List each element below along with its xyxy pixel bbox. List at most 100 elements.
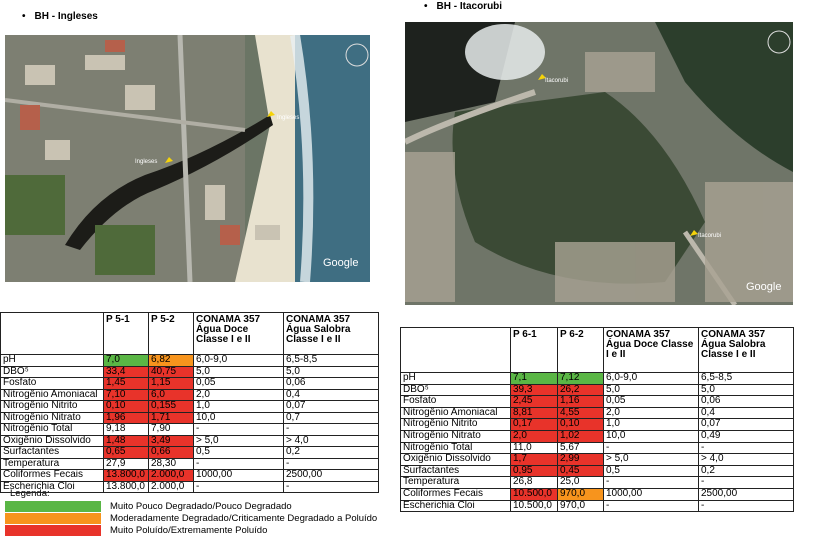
map-brand: Google	[746, 281, 781, 293]
table-cell: 0,10	[103, 400, 149, 413]
table-cell: -	[698, 441, 794, 455]
table-cell: 0,06	[283, 377, 379, 390]
table-cell: 7,0	[103, 354, 149, 367]
table-cell: 8,81	[510, 406, 558, 420]
table-cell: Coliformes Fecais	[400, 487, 511, 501]
header-cell: P 5-2	[148, 312, 194, 355]
table-cell: Nitrogênio Nitrito	[400, 418, 511, 431]
legend-label: Muito Pouco Degradado/Pouco Degradado	[110, 501, 292, 512]
table-cell: 6,5-8,5	[698, 372, 794, 385]
table-cell: Surfactantes	[0, 446, 104, 459]
table-cell: 0,45	[557, 464, 604, 478]
table-cell: Oxigênio Dissolvido	[400, 453, 511, 466]
table-cell: 7,12	[557, 372, 604, 385]
table-cell: 6,0-9,0	[193, 354, 284, 367]
table-row: Temperatura 27,9 28,30- -	[0, 457, 379, 470]
table-cell: 2,0	[193, 388, 284, 401]
table-cell: 7,1	[510, 372, 558, 385]
table-row: Surfactantes 0,65 0,66 0,5 0,2	[0, 446, 379, 459]
table-cell: 27,9	[103, 457, 149, 470]
table-row: DBO⁵ 33,4 40,75 5,0 5,0	[0, 365, 379, 378]
header-cell: P 6-1	[510, 327, 558, 373]
legend-title: Legenda:	[10, 488, 50, 499]
table-cell: Coliformes Fecais	[0, 469, 104, 482]
header-cell: CONAMA 357 Água Doce Classe I e II	[603, 327, 699, 373]
table-cell: 0,5	[603, 464, 699, 478]
table-cell: 10,0	[193, 411, 284, 424]
table-cell: 0,17	[510, 418, 558, 431]
table-cell: 40,75	[148, 365, 194, 378]
header-cell: P 6-2	[557, 327, 604, 373]
table-cell: 28,30	[148, 457, 194, 470]
table-row: pH 7,0 6,82 6,0-9,0 6,5-8,5	[0, 354, 379, 367]
header-cell: CONAMA 357 Água Salobra Classe I e II	[698, 327, 794, 373]
table-cell: Surfactantes	[400, 464, 511, 478]
table-cell: 1000,00	[603, 487, 699, 501]
table-cell: DBO⁵	[0, 365, 104, 378]
table-cell: 6,82	[148, 354, 194, 367]
table-cell: 5,0	[603, 383, 699, 397]
table-cell: 0,07	[283, 400, 379, 413]
table-row: Nitrogênio Nitrito 0,10 0,155 1,0 0,07	[0, 400, 379, 413]
table-cell: 0,2	[283, 446, 379, 459]
table-row: Coliformes Fecais 10.500,0 970,0 1000,00 250…	[400, 487, 794, 501]
table-cell: -	[603, 441, 699, 455]
table-cell: 0,05	[193, 377, 284, 390]
table-cell: 13.800,0	[103, 469, 149, 482]
table-cell: 1,7	[510, 453, 558, 466]
table-cell: 2,99	[557, 453, 604, 466]
table-row: Fosfato 2,45 1,16 0,05 0,06	[400, 395, 794, 408]
table-cell: 11,0	[510, 441, 558, 455]
data-table: P 6-1 P 6-2 CONAMA 357 Água Doce Classe I …	[400, 327, 794, 513]
table-cell: 0,2	[698, 464, 794, 478]
table-cell: Nitrogênio Nitrato	[0, 411, 104, 424]
legend-swatch	[5, 501, 101, 512]
legend-swatch	[5, 513, 101, 524]
table-cell: 7,90	[148, 423, 194, 436]
table-cell: 1,15	[148, 377, 194, 390]
table-cell: 13.800,0	[103, 480, 149, 493]
table-cell: 1,48	[103, 434, 149, 447]
table-cell: 1,71	[148, 411, 194, 424]
table-cell: 1,16	[557, 395, 604, 408]
table-cell: 7,10	[103, 388, 149, 401]
table-cell: 0,4	[283, 388, 379, 401]
table-cell: 33,4	[103, 365, 149, 378]
map-label: Itacorubi	[545, 78, 568, 84]
table-cell: 5,67	[557, 441, 604, 455]
table-cell: 2,45	[510, 395, 558, 408]
table-cell: -	[193, 457, 284, 470]
table-cell: Nitrogênio Total	[400, 441, 511, 455]
table-cell: Nitrogênio Amoniacal	[0, 388, 104, 401]
table-cell: 25,0	[557, 476, 604, 489]
table-cell: Escherichia Cloi	[400, 499, 511, 513]
table-cell: 3,49	[148, 434, 194, 447]
table-cell: Escherichia Cloi	[0, 480, 104, 493]
table-cell: pH	[0, 354, 104, 367]
table-row: Temperatura 26,8 25,0- -	[400, 476, 794, 489]
table-cell: > 4,0	[283, 434, 379, 447]
table-cell: 6,0	[148, 388, 194, 401]
table-cell: 5,0	[193, 365, 284, 378]
table-cell: 2,0	[603, 406, 699, 420]
table-cell: 10.500,0	[510, 499, 558, 513]
table-cell: -	[193, 423, 284, 436]
legend-swatch	[5, 525, 101, 536]
table-row: Nitrogênio Nitrito 0,17 0,10 1,0 0,07	[400, 418, 794, 431]
table-cell: 970,0	[557, 499, 604, 513]
table-row: Escherichia Cloi 10.500,0 970,0- -	[400, 499, 794, 513]
table-row: Oxigênio Dissolvido 1,7 2,99 > 5,0 > 4,0	[400, 453, 794, 466]
table-cell: 9,18	[103, 423, 149, 436]
table-cell: 6,0-9,0	[603, 372, 699, 385]
table-cell: 2.000,0	[148, 469, 194, 482]
header-cell	[0, 312, 104, 355]
table-cell: Nitrogênio Amoniacal	[400, 406, 511, 420]
table-cell: -	[193, 480, 284, 493]
table-cell: 2.000,0	[148, 480, 194, 493]
table-row: Escherichia Cloi 13.800,0 2.000,0- -	[0, 480, 379, 493]
table-row: Nitrogênio Nitrato 2,0 1,02 10,0 0,49	[400, 429, 794, 443]
map-brand: Google	[323, 257, 358, 269]
map-label: Ingleses	[135, 159, 157, 165]
table-cell: 0,66	[148, 446, 194, 459]
